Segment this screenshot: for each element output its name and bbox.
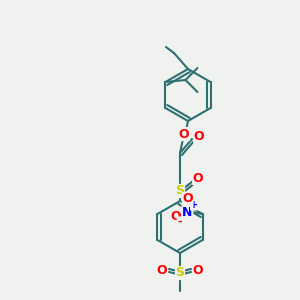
Text: S: S: [176, 184, 184, 197]
Text: O: O: [182, 193, 193, 206]
Text: O: O: [193, 172, 203, 184]
Text: N: N: [182, 206, 193, 218]
Text: O: O: [193, 263, 203, 277]
Text: O: O: [157, 263, 167, 277]
Text: -: -: [177, 217, 182, 227]
Text: O: O: [170, 211, 181, 224]
Text: O: O: [194, 130, 204, 142]
Text: S: S: [176, 266, 184, 280]
Text: +: +: [190, 200, 199, 210]
Text: O: O: [179, 128, 189, 140]
